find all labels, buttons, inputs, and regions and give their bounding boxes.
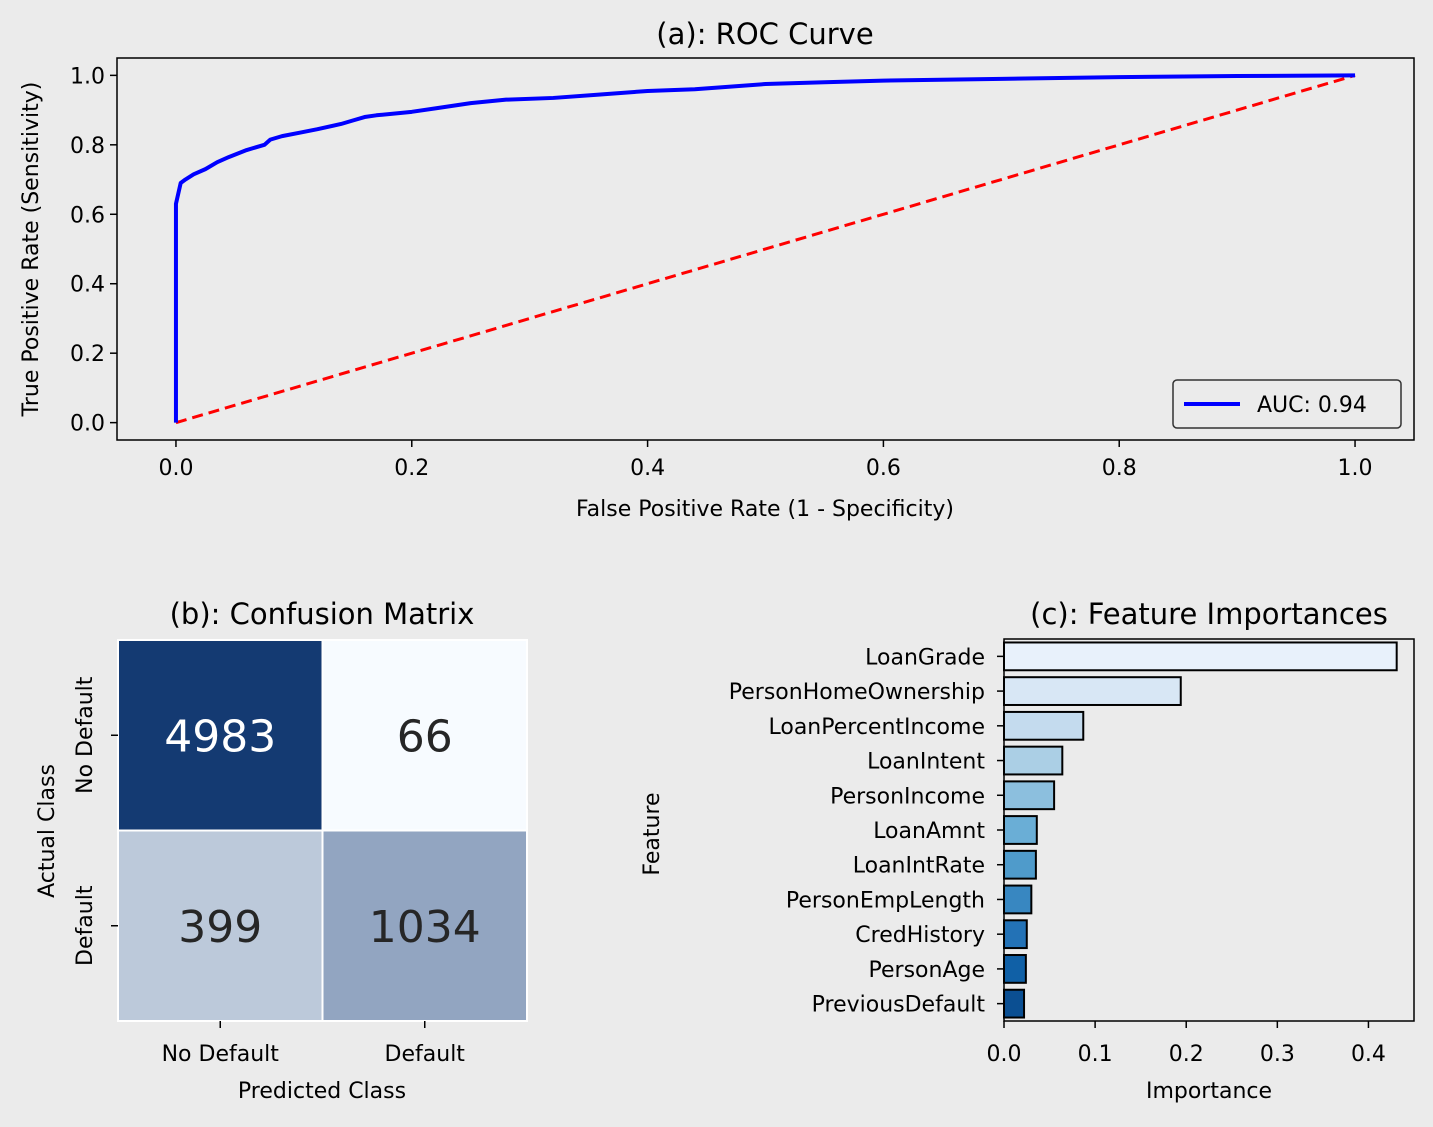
fi-y-tick-label: PersonHomeOwnership [729,680,985,705]
fi-title: (c): Feature Importances [1030,597,1388,631]
fi-bar [1003,954,1027,984]
roc-x-tick-label: 0.8 [1102,456,1137,481]
fi-y-tick-label: PreviousDefault [812,993,986,1018]
fi-bar [1003,676,1182,706]
roc-legend: AUC: 0.94 [1172,379,1402,429]
roc-y-tick-label: 0.2 [70,342,105,367]
cm-cell [321,639,528,832]
roc-x-tick-label: 0.6 [866,456,901,481]
fi-y-tick-label: LoanGrade [865,645,985,670]
roc-plot-area: 0.0 0.2 0.4 0.6 0.8 1.0 0.0 0.2 0.4 0.6 0.8 1.0 [70,57,1415,481]
fi-x-tick-label: 0.1 [1078,1042,1113,1067]
fi-bar [1003,780,1056,811]
fi-y-tick-label: CredHistory [855,923,985,948]
roc-y-tick-label: 0.4 [70,273,105,298]
cm-x-tick-label: No Default [162,1042,280,1067]
roc-x-tick-label: 0.4 [630,456,665,481]
cm-x-tick-label: Default [385,1042,466,1067]
fi-bar [1003,745,1064,776]
cm-cell-label: 4983 [164,711,276,762]
roc-x-tick-label: 0.0 [158,456,193,481]
cm-title: (b): Confusion Matrix [170,597,475,631]
feature-importance-chart: (c): Feature Importances LoanGrade Person… [640,597,1415,1104]
roc-frame [116,57,1415,441]
fi-x-tick-label: 0.3 [1260,1042,1295,1067]
roc-y-tick-label: 0.6 [70,203,105,228]
cm-cell [321,829,528,1022]
cm-y-axis-label: Actual Class [35,764,60,898]
cm-cell-label: 399 [178,902,262,953]
roc-x-tick-label: 0.2 [394,456,429,481]
fi-bar [1003,815,1038,845]
fi-y-tick-label: LoanAmnt [873,819,985,844]
fi-x-tick-label: 0.4 [1351,1042,1386,1067]
fi-y-tick-label: LoanPercentIncome [769,715,986,740]
fi-y-tick-label: PersonEmpLength [786,888,985,913]
fi-y-tick-label: LoanIntent [867,750,985,775]
roc-y-tick-label: 0.8 [70,134,105,159]
fi-bar [1003,988,1026,1019]
cm-y-tick-label: Default [73,885,98,966]
roc-y-tick-label: 1.0 [70,64,105,89]
roc-legend-label: AUC: 0.94 [1257,393,1367,418]
roc-x-axis-label: False Positive Rate (1 - Specificity) [576,497,954,522]
fi-y-tick-label: PersonIncome [830,784,985,809]
confusion-matrix-chart: (b): Confusion Matrix 4983 66 399 1034 No De… [35,597,528,1104]
roc-x-tick-label: 1.0 [1338,456,1373,481]
roc-chart: (a): ROC Curve 0.0 0.2 0.4 0.6 0.8 1.00.00.20… [19,17,1415,522]
fi-y-tick-label: LoanIntRate [853,854,985,879]
fi-bar [1003,710,1085,741]
cm-cell-label: 66 [397,711,453,762]
roc-baseline-line [175,73,1356,425]
roc-title: (a): ROC Curve [656,17,873,51]
cm-x-axis-label: Predicted Class [238,1079,406,1104]
roc-curve-line [173,73,1356,423]
fi-y-tick-label: PersonAge [869,958,985,983]
fi-plot-area: LoanGrade PersonHomeOwnership LoanPercentI… [729,638,1415,1067]
cm-y-tick-label: No Default [73,676,98,794]
fi-bar [1003,849,1037,880]
cm-plot-area: 4983 66 399 1034 No Default Default No Default… [73,639,528,1067]
fi-bar [1003,919,1028,950]
fi-x-tick-label: 0.0 [987,1042,1022,1067]
cm-cell-label: 1034 [369,902,481,953]
fi-bar [1003,884,1033,915]
fi-y-axis-label: Feature [640,792,665,875]
roc-y-axis-label: True Positive Rate (Sensitivity) [19,82,44,418]
roc-y-tick-label: 0.0 [70,412,105,437]
roc-legend-box [1172,379,1402,429]
fi-x-tick-label: 0.2 [1169,1042,1204,1067]
fi-bar [1003,641,1398,672]
cm-cell [117,829,324,1022]
fi-frame [1003,638,1415,1022]
fi-x-axis-label: Importance [1146,1079,1272,1104]
